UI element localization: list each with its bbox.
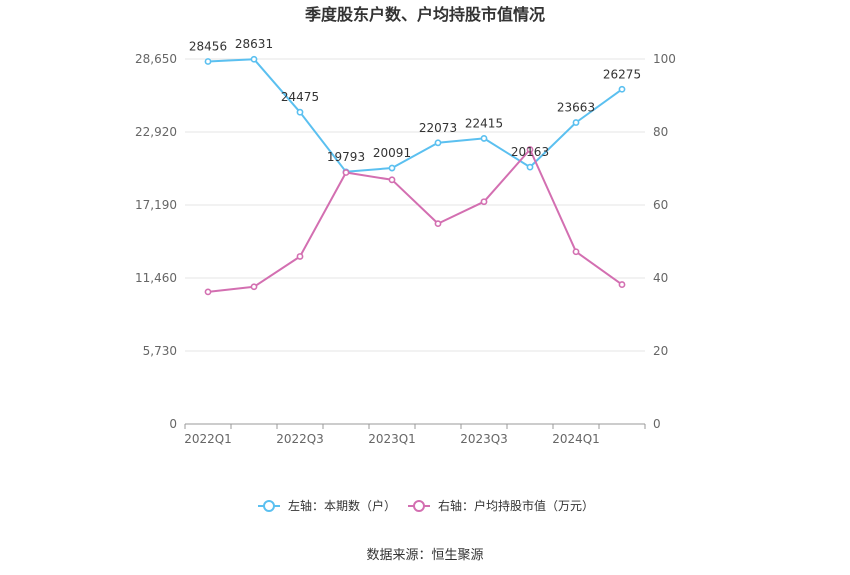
legend-label: 左轴：本期数（户） <box>288 498 396 513</box>
data-label: 19793 <box>327 150 365 164</box>
right-axis-tick-label: 20 <box>653 344 668 358</box>
series-lines <box>204 55 626 296</box>
data-label: 20163 <box>511 145 549 159</box>
x-axis-tick-label: 2023Q1 <box>368 432 416 446</box>
data-point-right <box>572 248 580 256</box>
left-axis-tick-label: 11,460 <box>135 271 177 285</box>
data-labels: 28456 28631 24475 19793 20091 22073 22415 20163… <box>189 37 641 164</box>
left-axis-tick-label: 17,190 <box>135 198 177 212</box>
left-axis-tick-label: 0 <box>169 417 177 431</box>
data-label: 24475 <box>281 90 319 104</box>
data-point-left <box>204 58 212 65</box>
grid-lines <box>185 58 645 352</box>
series-line-right <box>207 148 623 293</box>
right-axis-tick-label: 0 <box>653 417 661 431</box>
legend-marker <box>413 500 425 512</box>
data-label: 22415 <box>465 116 503 130</box>
x-axis-tick-label: 2024Q1 <box>552 432 600 446</box>
x-axis-tick-label: 2023Q3 <box>460 432 508 446</box>
right-axis-tick-label: 80 <box>653 125 668 139</box>
data-point-right <box>250 283 258 291</box>
source-note: 数据来源：恒生聚源 <box>366 548 483 563</box>
data-label: 28631 <box>235 37 273 51</box>
data-label: 23663 <box>557 101 595 115</box>
legend-marker <box>263 500 275 512</box>
data-label: 26275 <box>603 67 641 81</box>
right-axis-tick-label: 60 <box>653 198 668 212</box>
left-axis-tick-label: 28,650 <box>135 52 177 66</box>
data-label: 22073 <box>419 121 457 135</box>
legend-label: 右轴：户均持股市值（万元） <box>438 498 594 513</box>
data-point-left <box>526 163 534 171</box>
right-axis-tick-label: 40 <box>653 271 668 285</box>
data-point-left <box>618 85 626 93</box>
data-point-right <box>618 281 626 288</box>
data-point-right <box>342 169 350 176</box>
data-label: 28456 <box>189 39 227 53</box>
data-point-left <box>388 164 396 172</box>
chart-title: 季度股东户数、户均持股市值情况 <box>304 5 545 24</box>
legend-item-2[interactable]: 右轴：户均持股市值（万元） <box>408 498 594 513</box>
data-point-left <box>572 119 580 126</box>
data-point-right <box>388 176 396 184</box>
data-point-right <box>296 253 304 260</box>
data-point-right <box>480 198 488 206</box>
legend: 左轴：本期数（户） 右轴：户均持股市值（万元） <box>258 498 594 513</box>
data-point-left <box>480 135 488 142</box>
legend-item-1[interactable]: 左轴：本期数（户） <box>258 498 396 513</box>
data-label: 20091 <box>373 146 411 160</box>
series-line-left <box>207 58 623 173</box>
left-axis-tick-label: 5,730 <box>143 344 177 358</box>
data-point-left <box>250 55 258 63</box>
x-axis-tick-label: 2022Q1 <box>184 432 232 446</box>
data-point-left <box>434 139 442 147</box>
data-point-right <box>434 220 442 228</box>
left-axis-tick-label: 22,920 <box>135 125 177 139</box>
right-axis-tick-label: 100 <box>653 52 676 66</box>
data-point-left <box>296 108 304 116</box>
x-axis-tick-label: 2022Q3 <box>276 432 324 446</box>
axes: 0 5,730 11,460 17,190 22,920 28,650 0 20 40 60 80 1… <box>135 52 676 446</box>
data-point-right <box>204 288 212 296</box>
data-point-right <box>526 146 534 153</box>
